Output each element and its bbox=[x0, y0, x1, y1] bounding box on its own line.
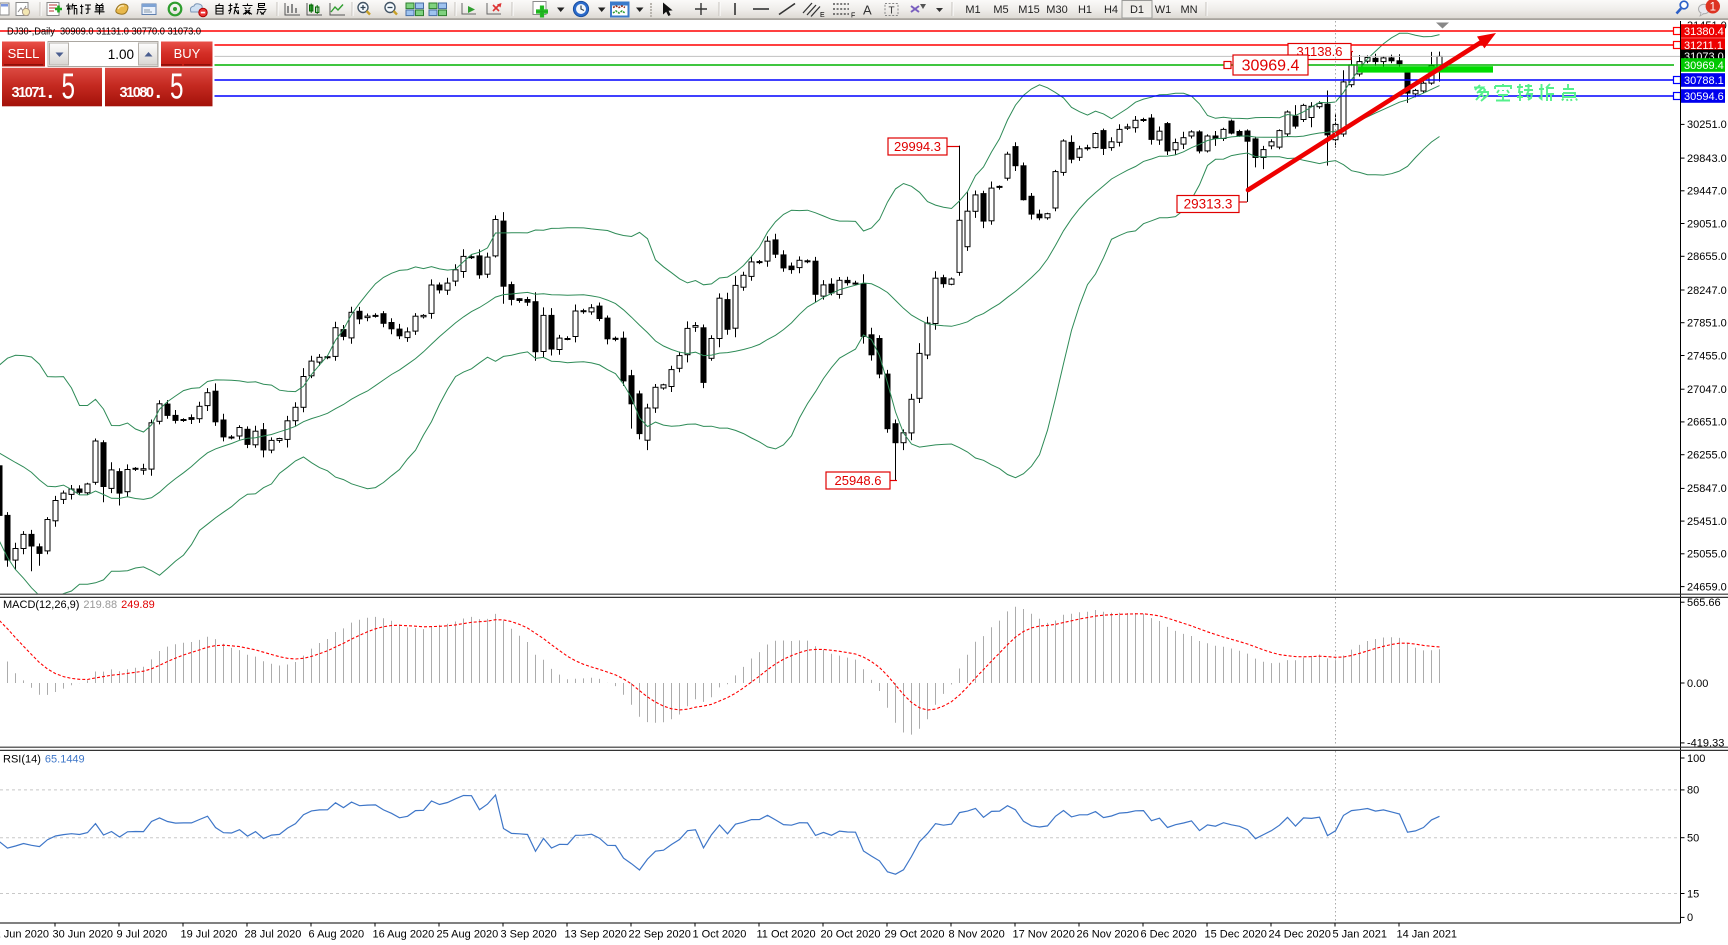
svg-text:DJ30-,Daily 30909.0 31131.0 3: DJ30-,Daily 30909.0 31131.0 30770.0 3107… bbox=[7, 26, 201, 38]
svg-text:25 Aug 2020: 25 Aug 2020 bbox=[437, 929, 499, 941]
svg-text:M15: M15 bbox=[1018, 4, 1039, 16]
svg-text:25055.0: 25055.0 bbox=[1687, 549, 1727, 561]
svg-text:29447.0: 29447.0 bbox=[1687, 186, 1727, 198]
svg-text:29313.3: 29313.3 bbox=[1184, 197, 1233, 212]
svg-text:M5: M5 bbox=[993, 4, 1008, 16]
svg-text:SELL: SELL bbox=[8, 46, 40, 61]
svg-text:8 Nov 2020: 8 Nov 2020 bbox=[949, 929, 1005, 941]
svg-text:6 Aug 2020: 6 Aug 2020 bbox=[309, 929, 365, 941]
svg-text:26255.0: 26255.0 bbox=[1687, 450, 1727, 462]
svg-text:26 Nov 2020: 26 Nov 2020 bbox=[1077, 929, 1139, 941]
svg-text:30969.4: 30969.4 bbox=[1684, 60, 1724, 72]
svg-text:9 Jul 2020: 9 Jul 2020 bbox=[117, 929, 168, 941]
svg-text:3 Sep 2020: 3 Sep 2020 bbox=[501, 929, 557, 941]
svg-text:31380.4: 31380.4 bbox=[1684, 26, 1724, 38]
svg-text:565.66: 565.66 bbox=[1687, 597, 1721, 609]
svg-text:29843.0: 29843.0 bbox=[1687, 153, 1727, 165]
svg-text:30 Jun 2020: 30 Jun 2020 bbox=[53, 929, 114, 941]
svg-text:16 Aug 2020: 16 Aug 2020 bbox=[373, 929, 435, 941]
svg-text:0.00: 0.00 bbox=[1687, 678, 1708, 690]
svg-text:RSI(14)65.1449: RSI(14) 65.1449 bbox=[3, 754, 85, 766]
svg-text:30251.0: 30251.0 bbox=[1687, 119, 1727, 131]
svg-text:15 Dec 2020: 15 Dec 2020 bbox=[1205, 929, 1267, 941]
svg-text:H1: H1 bbox=[1078, 4, 1092, 16]
svg-text:31211.1: 31211.1 bbox=[1684, 40, 1723, 52]
svg-text:27851.0: 27851.0 bbox=[1687, 318, 1727, 330]
svg-text:22 Jun 2020: 22 Jun 2020 bbox=[0, 929, 49, 941]
svg-text:25847.0: 25847.0 bbox=[1687, 483, 1727, 495]
svg-text:15: 15 bbox=[1687, 888, 1699, 900]
svg-text:24659.0: 24659.0 bbox=[1687, 581, 1727, 593]
svg-text:25451.0: 25451.0 bbox=[1687, 516, 1727, 528]
svg-text:T: T bbox=[889, 6, 895, 17]
svg-text:A: A bbox=[863, 3, 872, 18]
svg-text:19 Jul 2020: 19 Jul 2020 bbox=[181, 929, 238, 941]
svg-text:26651.0: 26651.0 bbox=[1687, 417, 1727, 429]
svg-text:.: . bbox=[156, 81, 162, 103]
svg-text:31080: 31080 bbox=[120, 85, 155, 101]
svg-text:29051.0: 29051.0 bbox=[1687, 218, 1727, 230]
svg-text:50: 50 bbox=[1687, 833, 1699, 845]
svg-text:22 Sep 2020: 22 Sep 2020 bbox=[629, 929, 691, 941]
svg-text:1.00: 1.00 bbox=[108, 47, 134, 62]
svg-text:14 Jan 2021: 14 Jan 2021 bbox=[1397, 929, 1458, 941]
svg-text:D1: D1 bbox=[1130, 4, 1144, 16]
svg-text:30788.1: 30788.1 bbox=[1684, 75, 1724, 87]
svg-text:5: 5 bbox=[62, 66, 76, 107]
svg-text:E: E bbox=[820, 12, 825, 19]
svg-text:31071: 31071 bbox=[12, 85, 47, 101]
svg-text:1: 1 bbox=[1710, 2, 1716, 14]
svg-text:27455.0: 27455.0 bbox=[1687, 350, 1727, 362]
svg-text:100: 100 bbox=[1687, 753, 1705, 765]
svg-text:MN: MN bbox=[1180, 4, 1197, 16]
svg-text:29994.3: 29994.3 bbox=[894, 139, 941, 154]
svg-text:25948.6: 25948.6 bbox=[835, 473, 882, 488]
svg-text:0: 0 bbox=[1687, 912, 1693, 924]
svg-text:80: 80 bbox=[1687, 785, 1699, 797]
svg-text:1 Oct 2020: 1 Oct 2020 bbox=[693, 929, 747, 941]
svg-text:30969.4: 30969.4 bbox=[1242, 58, 1300, 75]
svg-text:F: F bbox=[851, 13, 855, 20]
svg-text:20 Oct 2020: 20 Oct 2020 bbox=[821, 929, 881, 941]
svg-text:-419.33: -419.33 bbox=[1687, 738, 1724, 750]
svg-text:W1: W1 bbox=[1155, 4, 1172, 16]
svg-text:5: 5 bbox=[170, 66, 184, 107]
svg-text:.: . bbox=[48, 81, 54, 103]
svg-text:H4: H4 bbox=[1104, 4, 1118, 16]
svg-text:17 Nov 2020: 17 Nov 2020 bbox=[1013, 929, 1075, 941]
svg-text:M30: M30 bbox=[1046, 4, 1067, 16]
svg-text:M1: M1 bbox=[965, 4, 980, 16]
svg-text:28 Jul 2020: 28 Jul 2020 bbox=[245, 929, 302, 941]
svg-text:5 Jan 2021: 5 Jan 2021 bbox=[1333, 929, 1387, 941]
svg-text:24 Dec 2020: 24 Dec 2020 bbox=[1269, 929, 1331, 941]
svg-text:6 Dec 2020: 6 Dec 2020 bbox=[1141, 929, 1197, 941]
svg-text:13 Sep 2020: 13 Sep 2020 bbox=[565, 929, 627, 941]
svg-text:29 Oct 2020: 29 Oct 2020 bbox=[885, 929, 945, 941]
svg-text:11 Oct 2020: 11 Oct 2020 bbox=[757, 929, 816, 941]
svg-text:30594.6: 30594.6 bbox=[1684, 91, 1724, 103]
svg-text:BUY: BUY bbox=[174, 46, 201, 61]
svg-text:28655.0: 28655.0 bbox=[1687, 251, 1727, 263]
svg-text:27047.0: 27047.0 bbox=[1687, 384, 1727, 396]
svg-text:28247.0: 28247.0 bbox=[1687, 285, 1727, 297]
